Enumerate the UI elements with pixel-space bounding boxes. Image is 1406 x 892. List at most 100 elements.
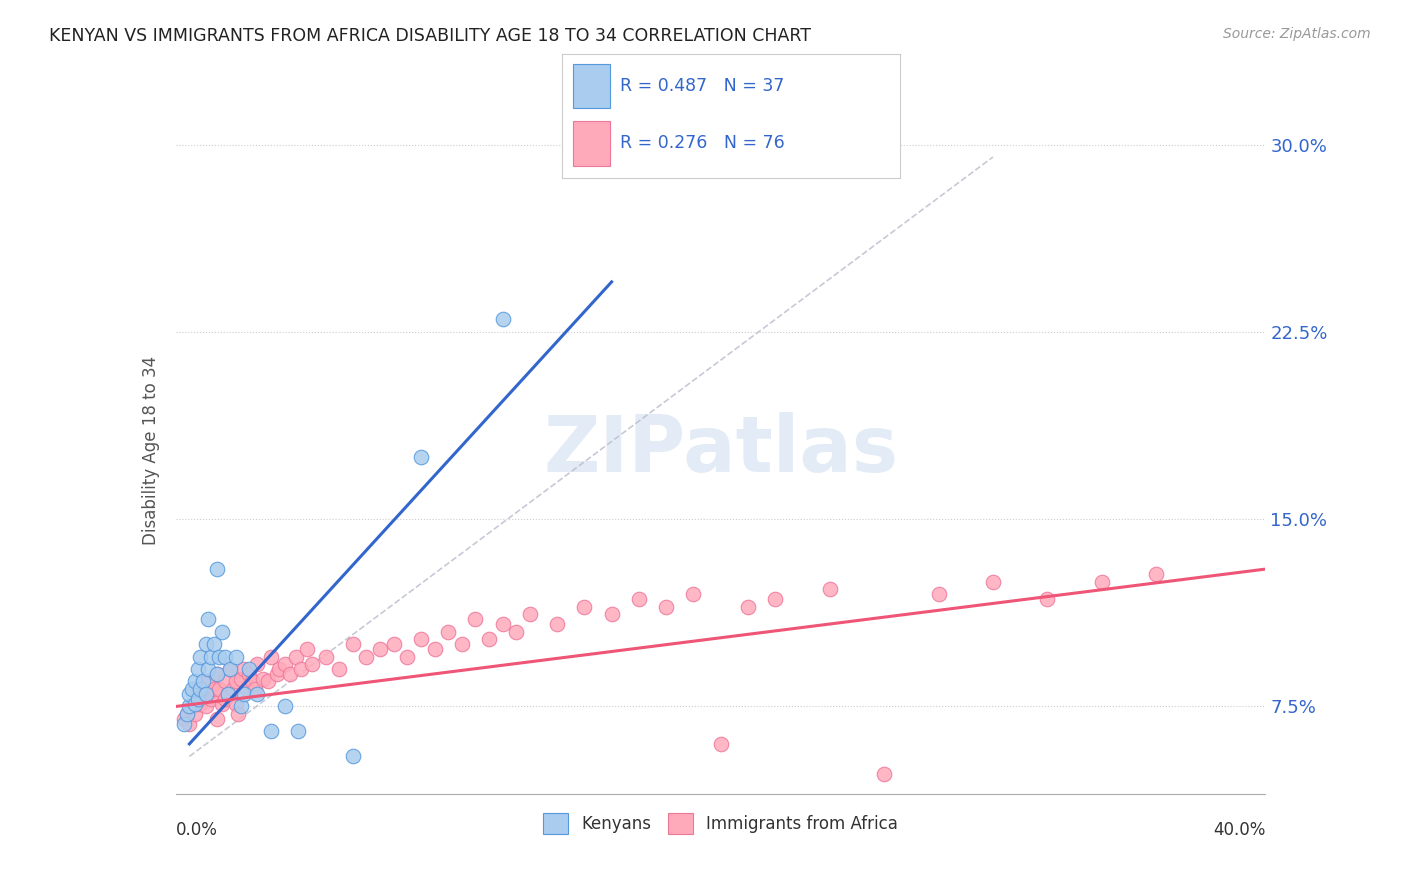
Point [382,637,405,651]
Point [200,649,222,664]
Point [478,632,501,646]
Text: 0.0%: 0.0% [176,822,218,839]
Point [342,637,364,651]
Point [1144,567,1167,582]
Point [191,674,214,689]
Point [184,674,207,689]
Point [231,699,253,714]
Bar [572,121,610,166]
Point [202,637,225,651]
Point [492,312,515,326]
Text: KENYAN VS IMMIGRANTS FROM AFRICA DISABILITY AGE 18 TO 34 CORRELATION CHART: KENYAN VS IMMIGRANTS FROM AFRICA DISABIL… [49,27,811,45]
Point [763,592,786,607]
Point [217,687,239,701]
Point [211,624,233,639]
Point [186,662,209,676]
Point [179,717,201,731]
Point [257,674,280,689]
Point [240,674,263,689]
Point [173,717,195,731]
Point [219,662,242,676]
Point [873,767,896,781]
Point [315,649,337,664]
Point [246,657,269,671]
Point [194,687,217,701]
Point [266,667,288,681]
Point [219,662,242,676]
Point [191,692,214,706]
Point [191,681,214,696]
Point [396,649,419,664]
Point [214,649,236,664]
Point [295,642,318,657]
Point [235,681,257,696]
Point [186,687,209,701]
Point [228,706,250,721]
Point [274,657,297,671]
Point [194,637,217,651]
Text: 40.0%: 40.0% [1213,822,1265,839]
Point [737,599,759,614]
Point [928,587,950,601]
Point [184,706,207,721]
Point [225,697,247,711]
Point [173,712,195,726]
Point [225,674,247,689]
Point [217,687,239,701]
Point [197,662,219,676]
Point [176,706,198,721]
Point [546,617,568,632]
Text: R = 0.487   N = 37: R = 0.487 N = 37 [620,77,785,95]
Point [214,692,236,706]
Point [287,724,309,739]
Point [260,724,283,739]
Point [284,649,307,664]
Point [409,450,432,464]
Point [252,672,274,686]
Point [225,649,247,664]
Point [682,587,704,601]
Point [179,699,201,714]
Point [450,637,472,651]
Point [356,649,378,664]
Point [710,737,733,751]
Point [519,607,541,621]
Point [328,662,350,676]
Point [274,699,297,714]
Point [600,607,623,621]
Bar [572,63,610,109]
Point [197,674,219,689]
Point [437,624,460,639]
Point [214,674,236,689]
Point [368,642,391,657]
Point [211,697,233,711]
Point [464,612,486,626]
Point [194,699,217,714]
Point [627,592,650,607]
Point [200,692,222,706]
Point [1091,574,1114,589]
Point [205,712,228,726]
Point [238,667,260,681]
Point [290,662,312,676]
Y-axis label: Disability Age 18 to 34: Disability Age 18 to 34 [142,356,160,545]
Point [184,697,207,711]
Point [342,749,364,764]
Point [188,649,211,664]
Point [231,672,253,686]
Point [205,667,228,681]
Point [655,599,678,614]
Point [269,662,291,676]
Point [188,697,211,711]
Point [243,681,266,696]
Point [301,657,323,671]
Text: ZIPatlas: ZIPatlas [543,412,898,489]
Point [208,649,231,664]
Point [574,599,596,614]
Point [232,662,254,676]
Point [260,649,283,664]
Text: Source: ZipAtlas.com: Source: ZipAtlas.com [1223,27,1371,41]
Point [246,687,269,701]
Point [409,632,432,646]
Point [186,692,209,706]
